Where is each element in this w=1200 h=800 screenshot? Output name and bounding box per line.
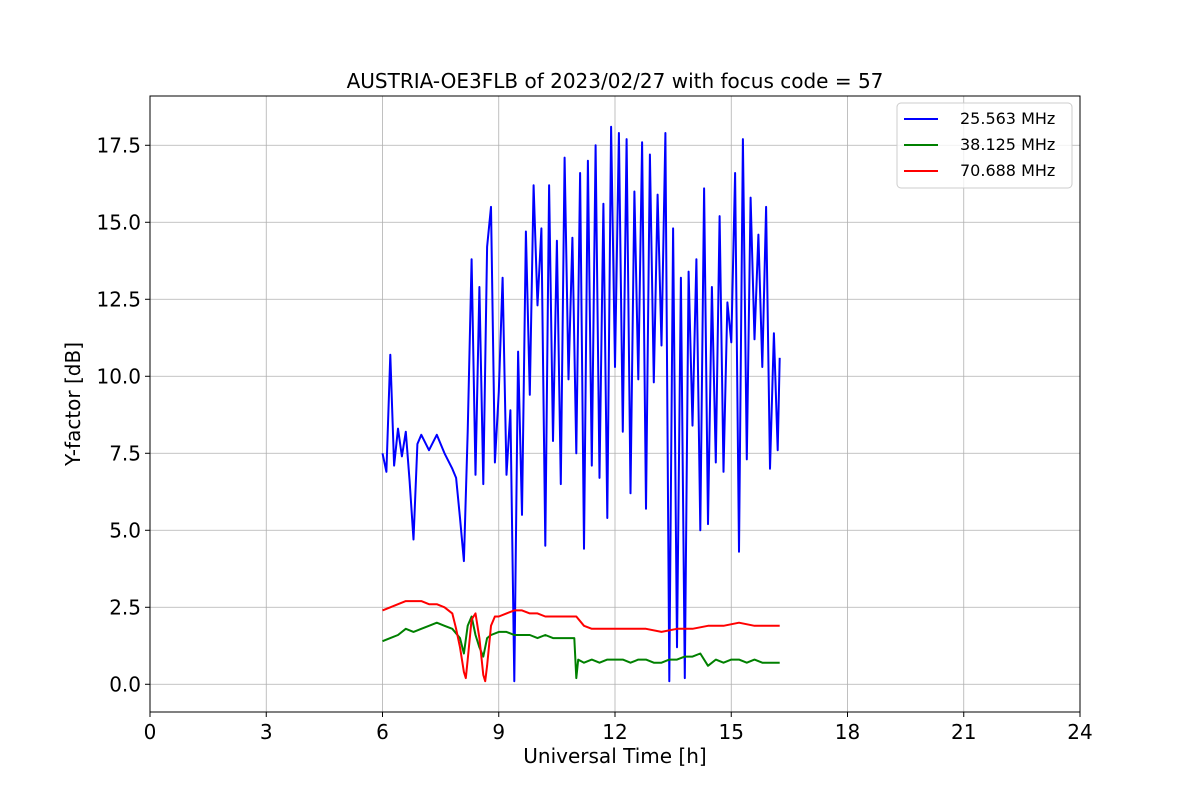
y-tick-label: 7.5 — [109, 441, 141, 465]
y-tick-label: 12.5 — [96, 287, 141, 311]
x-tick-label: 3 — [260, 720, 273, 744]
y-tick-label: 15.0 — [96, 210, 141, 234]
series-line-3 — [382, 600, 780, 683]
legend-label-series-3: 70.688 MHz — [960, 161, 1055, 180]
x-tick-label: 0 — [144, 720, 157, 744]
y-tick-label: 2.5 — [109, 595, 141, 619]
legend-label-series-1: 25.563 MHz — [960, 109, 1055, 128]
x-tick-label: 9 — [492, 720, 505, 744]
x-tick-label: 18 — [835, 720, 860, 744]
x-axis-label: Universal Time [h] — [523, 744, 706, 768]
chart-title: AUSTRIA-OE3FLB of 2023/02/27 with focus … — [347, 69, 884, 93]
series-line-1 — [381, 125, 781, 683]
y-tick-label: 10.0 — [96, 364, 141, 388]
x-tick-label: 21 — [951, 720, 976, 744]
x-tick-label: 6 — [376, 720, 389, 744]
legend: 25.563 MHz 38.125 MHz 70.688 MHz — [896, 102, 1073, 189]
y-tick-label: 5.0 — [109, 518, 141, 542]
y-axis: 0.0 2.5 5.0 7.5 10.0 12.5 15.0 17.5 — [96, 133, 150, 696]
x-axis: 0 3 6 9 12 15 18 21 24 — [144, 712, 1093, 744]
x-tick-label: 12 — [602, 720, 627, 744]
x-tick-label: 24 — [1067, 720, 1092, 744]
x-tick-label: 15 — [719, 720, 744, 744]
y-axis-label: Y-factor [dB] — [61, 342, 85, 467]
legend-label-series-2: 38.125 MHz — [960, 135, 1055, 154]
legend-box — [896, 102, 1073, 189]
y-tick-label: 17.5 — [96, 133, 141, 157]
y-tick-label: 0.0 — [109, 672, 141, 696]
plot-area — [381, 125, 781, 683]
